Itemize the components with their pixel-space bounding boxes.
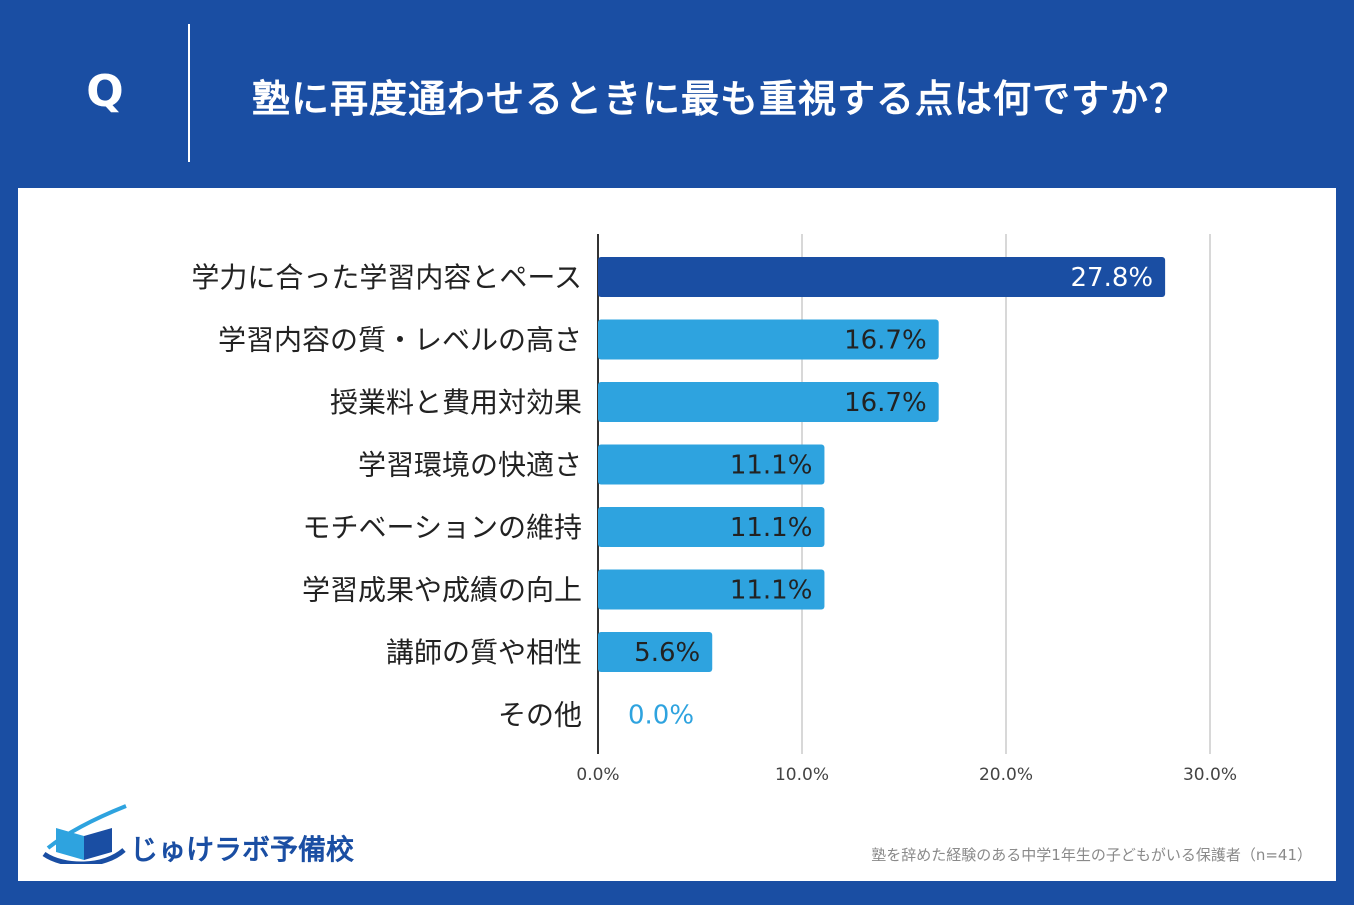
category-label: 授業料と費用対効果 (330, 386, 582, 419)
q-label: Q (86, 66, 124, 117)
data-label: 11.1% (730, 576, 813, 606)
x-tick-label: 10.0% (775, 765, 829, 785)
logo-text: じゅけラボ予備校 (130, 833, 355, 866)
data-label: 11.1% (730, 451, 813, 481)
category-label: その他 (498, 699, 582, 732)
data-label: 0.0% (628, 701, 694, 731)
data-label: 11.1% (730, 513, 813, 543)
bar (598, 382, 939, 422)
category-label: 学力に合った学習内容とペース (191, 261, 582, 294)
bars: 27.8% 16.7% 16.7% 11.1% 11.1% 11.1% 5.6% 0.0% (598, 257, 1166, 731)
category-label: モチベーションの維持 (303, 511, 582, 544)
x-tick-label: 30.0% (1183, 765, 1237, 785)
category-label: 学習内容の質・レベルの高さ (218, 324, 582, 357)
category-label: 学習環境の快適さ (358, 449, 582, 482)
sample-note: 塾を辞めた経験のある中学1年生の子どもがいる保護者（n=41） (871, 846, 1312, 864)
header-divider (188, 24, 190, 162)
question-title: 塾に再度通わせるときに最も重視する点は何ですか？ (252, 77, 1189, 121)
category-labels: 学力に合った学習内容とペース学習内容の質・レベルの高さ授業料と費用対効果学習環境… (191, 261, 582, 732)
data-label: 5.6% (634, 638, 700, 668)
x-tick-label: 0.0% (576, 765, 619, 785)
data-label: 16.7% (844, 388, 927, 418)
bar (598, 507, 825, 547)
x-tick-label: 20.0% (979, 765, 1033, 785)
bar (598, 569, 825, 610)
tick-labels: 0.0% 10.0% 20.0% 30.0% (576, 765, 1237, 785)
data-label: 16.7% (844, 326, 927, 356)
header: Q 塾に再度通わせるときに最も重視する点は何ですか？ (0, 0, 1354, 188)
bar (598, 632, 713, 672)
category-label: 講師の質や相性 (386, 636, 582, 669)
chart-panel: 27.8% 16.7% 16.7% 11.1% 11.1% 11.1% 5.6% 0.0% 学… (18, 188, 1336, 881)
data-label: 27.8% (1071, 263, 1154, 293)
grid-lines (597, 234, 1211, 754)
bar (598, 444, 825, 485)
book-logo-icon (42, 804, 127, 864)
bar-chart: 27.8% 16.7% 16.7% 11.1% 11.1% 11.1% 5.6% 0.0% 学… (191, 234, 1237, 785)
category-label: 学習成果や成績の向上 (302, 574, 582, 607)
bar (598, 319, 939, 360)
bar (598, 257, 1166, 297)
